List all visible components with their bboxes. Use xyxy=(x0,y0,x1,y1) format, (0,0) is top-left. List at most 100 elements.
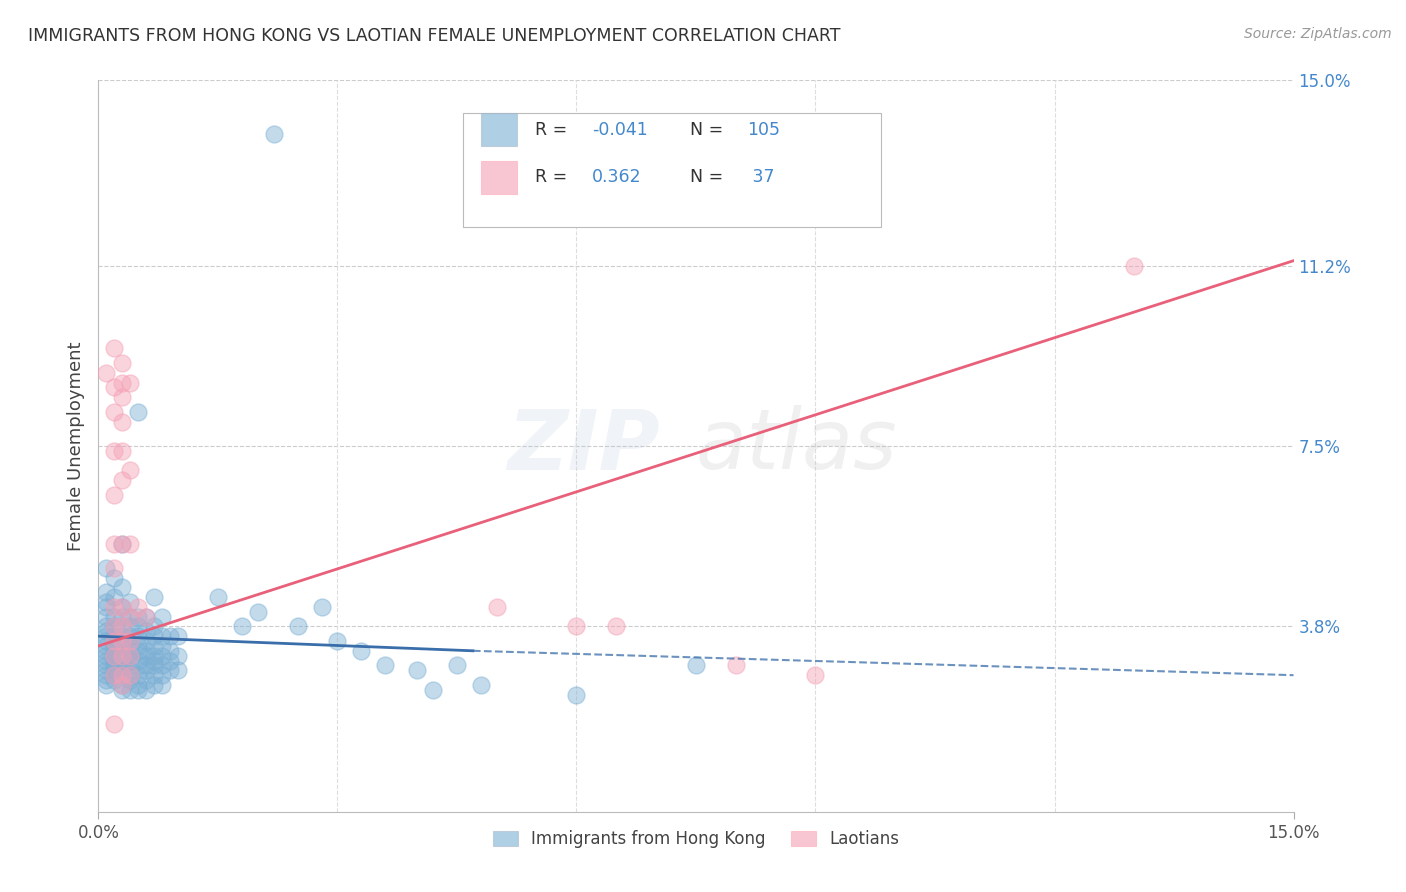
Immigrants from Hong Kong xyxy=(96,561,118,575)
Laotians xyxy=(103,648,125,663)
Laotians xyxy=(103,634,125,648)
Immigrants from Hong Kong xyxy=(406,663,429,677)
Immigrants from Hong Kong xyxy=(96,654,118,668)
Immigrants from Hong Kong xyxy=(246,605,269,619)
Laotians xyxy=(103,536,125,550)
Immigrants from Hong Kong xyxy=(96,673,118,687)
Laotians xyxy=(111,376,134,390)
Immigrants from Hong Kong xyxy=(120,673,142,687)
Immigrants from Hong Kong xyxy=(127,654,149,668)
Immigrants from Hong Kong xyxy=(120,668,142,682)
Laotians xyxy=(120,648,142,663)
Laotians xyxy=(103,561,125,575)
Laotians xyxy=(103,717,125,731)
Laotians xyxy=(111,619,134,633)
Immigrants from Hong Kong xyxy=(103,644,125,658)
Immigrants from Hong Kong xyxy=(103,639,125,653)
Laotians xyxy=(103,380,125,394)
Immigrants from Hong Kong xyxy=(127,678,149,692)
Text: 105: 105 xyxy=(748,120,780,138)
Immigrants from Hong Kong xyxy=(96,619,118,633)
Immigrants from Hong Kong xyxy=(103,673,125,687)
Text: 37: 37 xyxy=(748,169,775,186)
Immigrants from Hong Kong xyxy=(96,668,118,682)
Immigrants from Hong Kong xyxy=(111,599,134,614)
Laotians xyxy=(103,488,125,502)
Immigrants from Hong Kong xyxy=(685,658,707,673)
Immigrants from Hong Kong xyxy=(167,629,190,643)
Laotians xyxy=(120,609,142,624)
Immigrants from Hong Kong xyxy=(150,678,173,692)
Immigrants from Hong Kong xyxy=(326,634,349,648)
Immigrants from Hong Kong xyxy=(127,629,149,643)
Laotians xyxy=(135,609,157,624)
Immigrants from Hong Kong xyxy=(135,634,157,648)
Immigrants from Hong Kong xyxy=(127,658,149,673)
Immigrants from Hong Kong xyxy=(159,654,181,668)
Immigrants from Hong Kong xyxy=(111,668,134,682)
Immigrants from Hong Kong xyxy=(159,644,181,658)
Text: N =: N = xyxy=(690,120,728,138)
Text: R =: R = xyxy=(534,120,572,138)
Immigrants from Hong Kong xyxy=(103,629,125,643)
Immigrants from Hong Kong xyxy=(111,663,134,677)
Immigrants from Hong Kong xyxy=(111,654,134,668)
Immigrants from Hong Kong xyxy=(111,639,134,653)
Laotians xyxy=(111,390,134,404)
Immigrants from Hong Kong xyxy=(111,629,134,643)
Laotians xyxy=(103,619,125,633)
Immigrants from Hong Kong xyxy=(127,405,149,419)
Immigrants from Hong Kong xyxy=(143,619,166,633)
Immigrants from Hong Kong xyxy=(103,619,125,633)
Immigrants from Hong Kong xyxy=(446,658,468,673)
Immigrants from Hong Kong xyxy=(111,536,134,550)
Immigrants from Hong Kong xyxy=(150,648,173,663)
Immigrants from Hong Kong xyxy=(143,654,166,668)
Immigrants from Hong Kong xyxy=(159,629,181,643)
Bar xyxy=(481,113,517,146)
Immigrants from Hong Kong xyxy=(111,678,134,692)
Immigrants from Hong Kong xyxy=(96,624,118,639)
Text: R =: R = xyxy=(534,169,572,186)
FancyBboxPatch shape xyxy=(463,113,882,227)
Immigrants from Hong Kong xyxy=(96,644,118,658)
Laotians xyxy=(111,356,134,370)
Laotians xyxy=(111,668,134,682)
Immigrants from Hong Kong xyxy=(103,658,125,673)
Laotians xyxy=(103,405,125,419)
Immigrants from Hong Kong xyxy=(111,609,134,624)
Immigrants from Hong Kong xyxy=(96,658,118,673)
Immigrants from Hong Kong xyxy=(120,654,142,668)
Immigrants from Hong Kong xyxy=(103,571,125,585)
Immigrants from Hong Kong xyxy=(111,682,134,697)
Laotians xyxy=(111,415,134,429)
Text: IMMIGRANTS FROM HONG KONG VS LAOTIAN FEMALE UNEMPLOYMENT CORRELATION CHART: IMMIGRANTS FROM HONG KONG VS LAOTIAN FEM… xyxy=(28,27,841,45)
Laotians xyxy=(120,463,142,477)
Immigrants from Hong Kong xyxy=(150,629,173,643)
Laotians xyxy=(111,443,134,458)
Immigrants from Hong Kong xyxy=(111,634,134,648)
Immigrants from Hong Kong xyxy=(96,648,118,663)
Laotians xyxy=(120,376,142,390)
Laotians xyxy=(127,599,149,614)
Immigrants from Hong Kong xyxy=(127,639,149,653)
Laotians xyxy=(120,536,142,550)
Laotians xyxy=(111,678,134,692)
Immigrants from Hong Kong xyxy=(135,673,157,687)
Immigrants from Hong Kong xyxy=(103,609,125,624)
Immigrants from Hong Kong xyxy=(135,658,157,673)
Immigrants from Hong Kong xyxy=(96,609,118,624)
Text: Source: ZipAtlas.com: Source: ZipAtlas.com xyxy=(1244,27,1392,41)
Immigrants from Hong Kong xyxy=(150,658,173,673)
Laotians xyxy=(605,619,627,633)
Immigrants from Hong Kong xyxy=(127,668,149,682)
Immigrants from Hong Kong xyxy=(120,663,142,677)
Immigrants from Hong Kong xyxy=(150,639,173,653)
Text: ZIP: ZIP xyxy=(508,406,661,486)
Immigrants from Hong Kong xyxy=(263,127,285,141)
Immigrants from Hong Kong xyxy=(167,663,190,677)
Immigrants from Hong Kong xyxy=(143,658,166,673)
Immigrants from Hong Kong xyxy=(96,585,118,599)
Laotians xyxy=(120,668,142,682)
Immigrants from Hong Kong xyxy=(103,654,125,668)
